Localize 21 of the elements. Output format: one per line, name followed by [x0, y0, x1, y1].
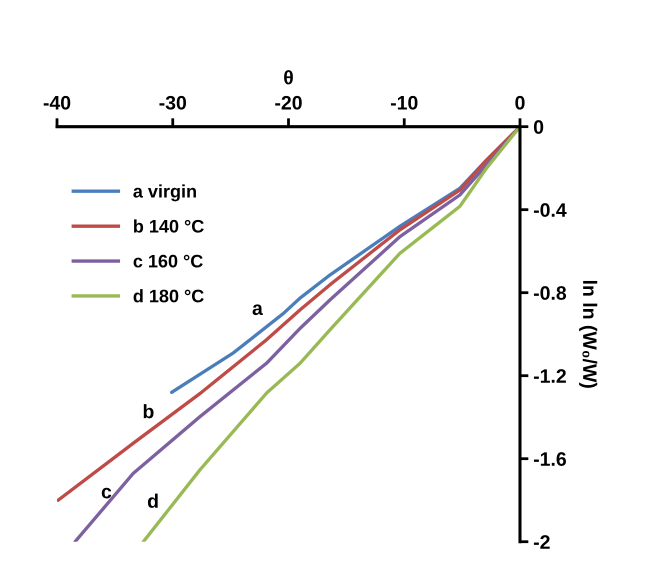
y-tick-label: -0.4	[534, 203, 567, 217]
legend-label: d 180 °C	[134, 289, 204, 302]
y-tick-label: 0	[534, 120, 544, 134]
y-tick-label: -2	[534, 535, 550, 549]
x-tick-label: -20	[275, 96, 302, 110]
y-axis-title: ln ln (W₀/W)	[579, 280, 598, 388]
x-axis-title: θ	[284, 70, 293, 84]
y-tick-label: -1.6	[534, 452, 566, 466]
legend-label: c 160 °C	[134, 254, 203, 268]
x-tick-label: 0	[515, 96, 525, 110]
x-tick-label: -40	[44, 96, 70, 110]
y-tick-label: -1.2	[534, 369, 566, 383]
x-tick-label: -30	[159, 96, 186, 110]
annotation: d	[148, 494, 158, 508]
legend-label: b 140 °C	[134, 219, 204, 233]
x-tick-label: -10	[390, 96, 418, 110]
annotation: c	[102, 488, 112, 498]
y-tick-label: -0.8	[534, 286, 566, 300]
legend-label: a virgin	[133, 184, 196, 202]
annotation: a	[252, 304, 263, 316]
annotation: b	[144, 404, 154, 418]
